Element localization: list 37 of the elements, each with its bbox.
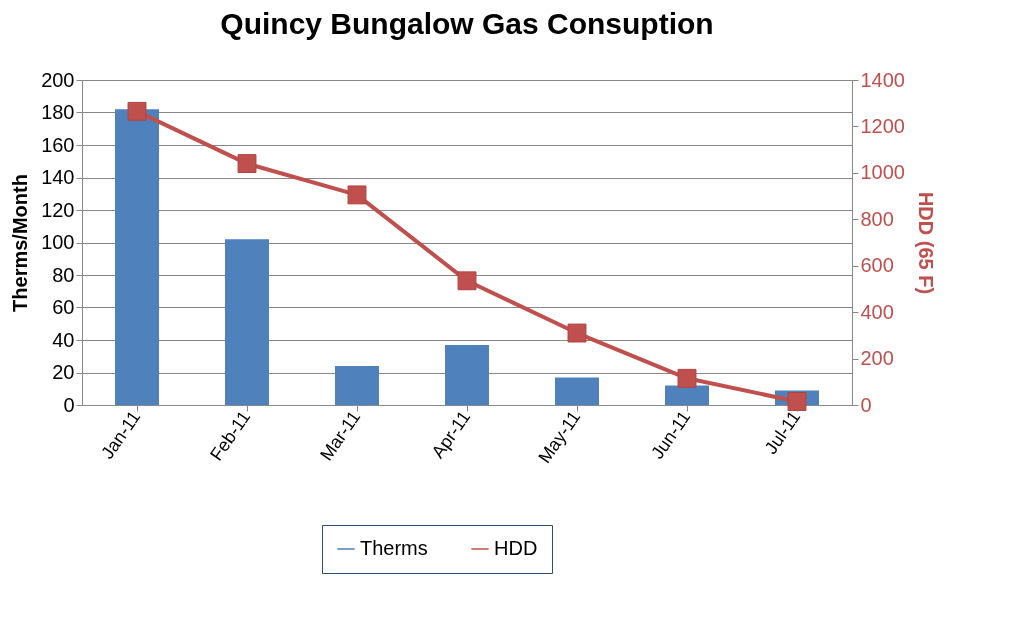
- y-tick-label: 80: [52, 263, 75, 286]
- y-tick-label: 100: [41, 231, 75, 253]
- y-tick-label: 60: [52, 296, 75, 318]
- point: [127, 101, 147, 121]
- y2-tick-label: 200: [860, 347, 894, 370]
- legend-label: HDD: [494, 537, 538, 559]
- bar: [335, 366, 379, 405]
- y2-tick-label: 1000: [860, 161, 905, 184]
- chart-title: Quincy Bungalow Gas Consuption: [220, 7, 714, 40]
- legend-label: Therms: [360, 537, 428, 559]
- point: [787, 392, 807, 411]
- y2-tick-label: 1200: [860, 114, 905, 137]
- y2-tick-label: 400: [860, 300, 894, 323]
- bar: [555, 377, 599, 405]
- y-tick-label: 20: [52, 361, 75, 383]
- bar: [115, 109, 159, 405]
- point: [567, 323, 587, 343]
- y-tick-label: 40: [52, 328, 75, 351]
- y2-tick-label: 1400: [860, 68, 905, 91]
- point: [457, 271, 477, 291]
- bar: [225, 239, 269, 405]
- y-tick-label: 200: [41, 68, 75, 91]
- y2-tick-label: 600: [860, 254, 894, 277]
- y-axis-title: Therms/Month: [9, 174, 32, 312]
- y2-tick-label: 0: [860, 393, 872, 416]
- bar: [665, 385, 709, 405]
- point: [237, 154, 257, 174]
- bar: [445, 344, 489, 405]
- point: [347, 185, 367, 205]
- y-tick-label: 140: [41, 166, 75, 188]
- y-tick-label: 180: [41, 101, 75, 123]
- y2-tick-label: 800: [860, 207, 894, 230]
- y-tick-label: 0: [63, 393, 75, 416]
- y-tick-label: 120: [41, 198, 75, 221]
- y2-axis-title: HDD (65 F): [914, 191, 937, 295]
- point: [677, 368, 697, 388]
- y-tick-label: 160: [41, 133, 75, 156]
